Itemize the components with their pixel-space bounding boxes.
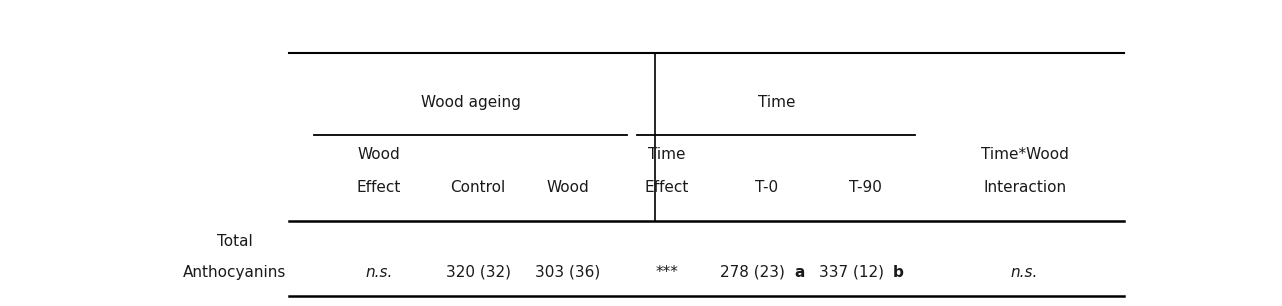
Text: Anthocyanins: Anthocyanins — [183, 265, 286, 280]
Text: Effect: Effect — [645, 180, 690, 195]
Text: T-90: T-90 — [849, 180, 882, 195]
Text: Time: Time — [758, 95, 795, 110]
Text: Time*Wood: Time*Wood — [981, 147, 1069, 162]
Text: 337 (12): 337 (12) — [819, 265, 888, 280]
Text: n.s.: n.s. — [365, 265, 392, 280]
Text: ***: *** — [655, 265, 678, 280]
Text: Interaction: Interaction — [983, 180, 1067, 195]
Text: Total: Total — [217, 234, 253, 249]
Text: Wood: Wood — [358, 147, 400, 162]
Text: b: b — [894, 265, 904, 280]
Text: a: a — [794, 265, 804, 280]
Text: n.s.: n.s. — [1011, 265, 1038, 280]
Text: T-0: T-0 — [755, 180, 778, 195]
Text: Wood: Wood — [546, 180, 588, 195]
Text: 303 (36): 303 (36) — [535, 265, 600, 280]
Text: 278 (23): 278 (23) — [719, 265, 790, 280]
Text: Control: Control — [450, 180, 506, 195]
Text: 320 (32): 320 (32) — [446, 265, 510, 280]
Text: Effect: Effect — [356, 180, 401, 195]
Text: Wood ageing: Wood ageing — [422, 95, 522, 110]
Text: Time: Time — [649, 147, 686, 162]
